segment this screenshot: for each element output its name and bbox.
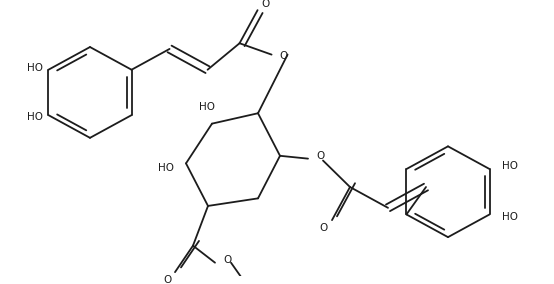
Text: O: O <box>316 151 324 161</box>
Text: O: O <box>280 51 288 62</box>
Text: HO: HO <box>199 102 215 112</box>
Text: HO: HO <box>28 112 43 122</box>
Text: HO: HO <box>501 161 517 171</box>
Text: O: O <box>320 223 328 233</box>
Text: HO: HO <box>158 163 174 173</box>
Text: O: O <box>223 255 231 265</box>
Text: HO: HO <box>501 212 517 222</box>
Text: O: O <box>261 0 270 9</box>
Text: O: O <box>163 275 171 284</box>
Text: HO: HO <box>28 63 43 73</box>
